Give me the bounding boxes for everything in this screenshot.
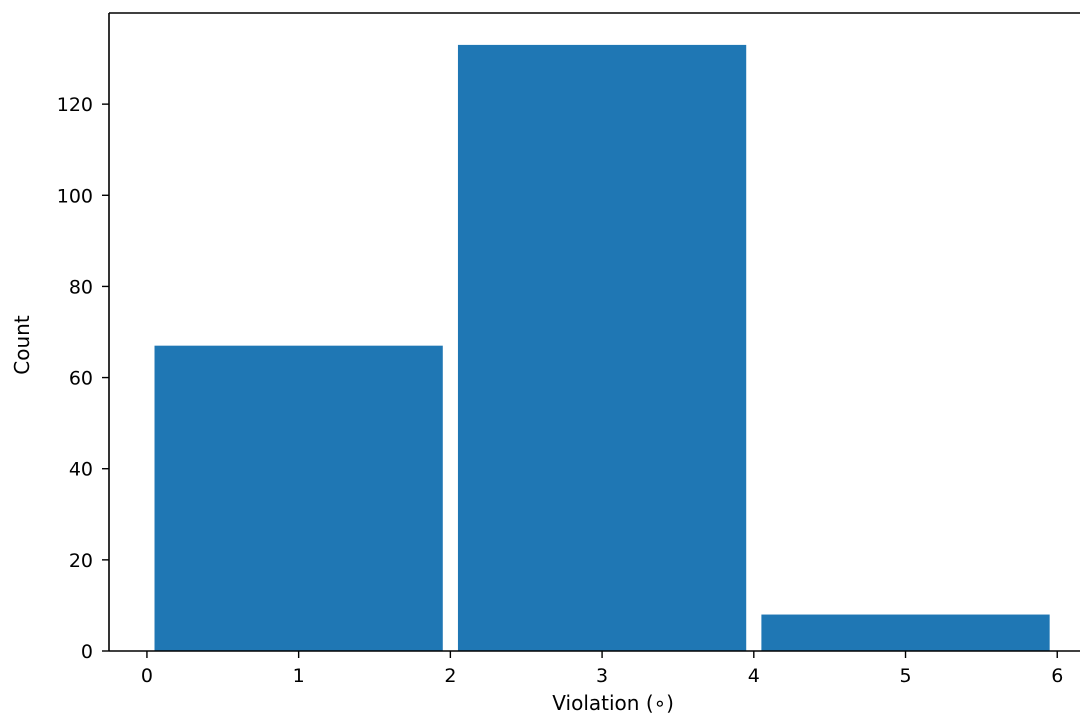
x-tick-label: 5 [899,665,911,687]
x-axis-ticks: 0 1 2 3 4 5 6 [141,651,1063,687]
bars-group [154,44,1050,651]
x-tick-label: 4 [748,665,760,687]
bar-bin-2 [457,44,747,651]
y-tick-label: 60 [69,368,93,390]
y-axis-ticks: 0 20 40 60 80 100 120 [57,94,109,663]
y-tick-label: 120 [57,94,93,116]
y-tick-label: 40 [69,459,93,481]
y-tick-label: 20 [69,550,93,572]
axes-spines [108,12,1080,652]
y-tick-label: 0 [81,641,93,663]
y-tick-label: 80 [69,276,93,298]
x-tick-label: 3 [596,665,608,687]
bar-bin-3 [761,614,1050,651]
y-axis-label: Count [10,315,34,375]
x-tick-label: 0 [141,665,153,687]
y-tick-label: 100 [57,185,93,207]
x-tick-label: 1 [293,665,305,687]
x-tick-label: 2 [444,665,456,687]
bar-bin-1 [154,345,443,651]
x-tick-label: 6 [1051,665,1063,687]
x-axis-label: Violation (∘) [552,691,674,715]
